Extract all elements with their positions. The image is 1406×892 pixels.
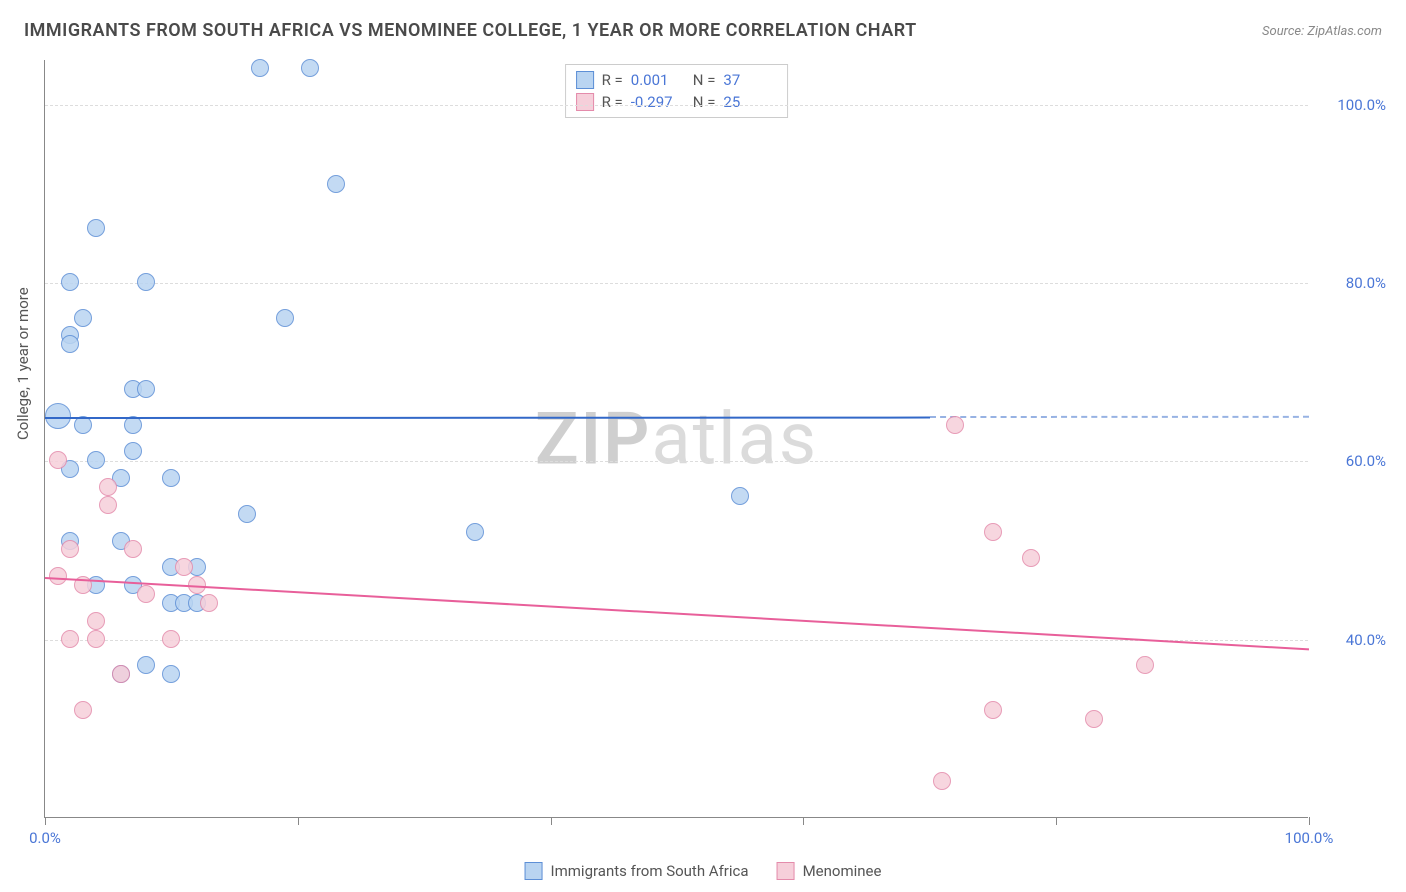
y-tick-label: 100.0%: [1316, 96, 1386, 114]
y-tick-label: 80.0%: [1316, 274, 1386, 292]
n-value: 25: [723, 93, 777, 111]
series-legend: Immigrants from South Africa Menominee: [525, 862, 882, 880]
data-point: [49, 451, 67, 469]
legend-item: Menominee: [777, 862, 882, 880]
data-point: [137, 380, 155, 398]
legend-label: Menominee: [803, 862, 882, 880]
n-label: N =: [693, 71, 716, 89]
legend-label: Immigrants from South Africa: [551, 862, 749, 880]
data-point: [74, 701, 92, 719]
data-point: [200, 594, 218, 612]
regression-line-extrapolated: [930, 416, 1309, 418]
legend-swatch: [576, 71, 594, 89]
data-point: [1022, 549, 1040, 567]
watermark: ZIPatlas: [535, 396, 818, 481]
data-point: [137, 585, 155, 603]
data-point: [87, 630, 105, 648]
x-tick-mark: [1309, 817, 1310, 825]
data-point: [175, 558, 193, 576]
data-point: [276, 309, 294, 327]
data-point: [301, 59, 319, 77]
regression-line: [45, 416, 930, 418]
data-point: [327, 175, 345, 193]
data-point: [61, 540, 79, 558]
data-point: [731, 487, 749, 505]
data-point: [162, 469, 180, 487]
legend-swatch: [576, 93, 594, 111]
data-point: [984, 701, 1002, 719]
data-point: [238, 505, 256, 523]
y-tick-label: 40.0%: [1316, 631, 1386, 649]
data-point: [124, 442, 142, 460]
data-point: [87, 219, 105, 237]
data-point: [466, 523, 484, 541]
data-point: [162, 665, 180, 683]
legend-swatch: [525, 862, 543, 880]
data-point: [61, 335, 79, 353]
r-label: R =: [602, 93, 623, 111]
stats-row: R = -0.297 N = 25: [576, 91, 778, 113]
data-point: [137, 273, 155, 291]
x-tick-label: 0.0%: [29, 829, 61, 847]
x-tick-mark: [1056, 817, 1057, 825]
r-value: 0.001: [631, 71, 685, 89]
data-point: [1136, 656, 1154, 674]
source-attribution: Source: ZipAtlas.com: [1262, 24, 1382, 39]
stats-legend: R = 0.001 N = 37 R = -0.297 N = 25: [565, 64, 789, 118]
gridline-y: [45, 640, 1308, 641]
data-point: [946, 416, 964, 434]
data-point: [61, 630, 79, 648]
chart-plot-area: ZIPatlas R = 0.001 N = 37 R = -0.297 N = 25…: [44, 60, 1308, 818]
data-point: [74, 309, 92, 327]
data-point: [112, 665, 130, 683]
n-value: 37: [723, 71, 777, 89]
data-point: [87, 451, 105, 469]
data-point: [1085, 710, 1103, 728]
x-tick-mark: [45, 817, 46, 825]
x-tick-mark: [551, 817, 552, 825]
data-point: [137, 656, 155, 674]
r-value: -0.297: [631, 93, 685, 111]
data-point: [45, 403, 71, 429]
legend-swatch: [777, 862, 795, 880]
gridline-y: [45, 105, 1308, 106]
data-point: [99, 496, 117, 514]
r-label: R =: [602, 71, 623, 89]
data-point: [124, 540, 142, 558]
stats-row: R = 0.001 N = 37: [576, 69, 778, 91]
x-tick-mark: [298, 817, 299, 825]
data-point: [99, 478, 117, 496]
data-point: [162, 630, 180, 648]
y-tick-label: 60.0%: [1316, 452, 1386, 470]
x-tick-mark: [803, 817, 804, 825]
data-point: [933, 772, 951, 790]
data-point: [984, 523, 1002, 541]
x-tick-label: 100.0%: [1285, 829, 1334, 847]
chart-title: IMMIGRANTS FROM SOUTH AFRICA VS MENOMINE…: [24, 20, 917, 41]
data-point: [49, 567, 67, 585]
legend-item: Immigrants from South Africa: [525, 862, 749, 880]
y-axis-title: College, 1 year or more: [14, 287, 32, 440]
data-point: [87, 612, 105, 630]
gridline-y: [45, 461, 1308, 462]
n-label: N =: [693, 93, 716, 111]
data-point: [251, 59, 269, 77]
gridline-y: [45, 283, 1308, 284]
data-point: [61, 273, 79, 291]
